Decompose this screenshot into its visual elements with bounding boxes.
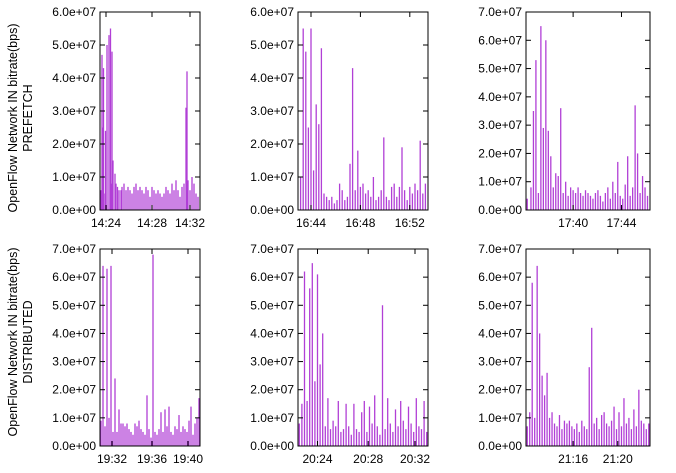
- x-tick-label: 19:36: [137, 452, 167, 466]
- y-tick-label: 7.0e+07: [250, 242, 294, 256]
- y-tick-label: 3.0e+07: [250, 355, 294, 369]
- y-tick-label: 2.0e+07: [478, 383, 522, 397]
- y-tick-label: 1.0e+07: [52, 411, 96, 425]
- row-label-distributed-line2: DISTRIBUTED: [21, 300, 35, 383]
- x-tick-label: 16:44: [296, 216, 326, 230]
- y-tick-label: 3.0e+07: [52, 104, 96, 118]
- y-tick-label: 0.0e+00: [478, 203, 522, 217]
- x-tick-label: 20:28: [353, 452, 383, 466]
- x-tick-label: 19:40: [173, 452, 203, 466]
- y-tick-label: 7.0e+07: [478, 242, 522, 256]
- x-tick-label: 19:32: [97, 452, 127, 466]
- y-tick-label: 4.0e+07: [52, 71, 96, 85]
- y-tick-label: 0.0e+00: [250, 439, 294, 453]
- chart-panel-4: 0.0e+00 1.0e+07 2.0e+07 3.0e+07 4.0e+07 5.0e+…: [250, 242, 430, 466]
- y-tick-label: 5.0e+07: [250, 38, 294, 52]
- y-tick-label: 1.0e+07: [52, 170, 96, 184]
- chart-panel-0: 0.0e+00 1.0e+07 2.0e+07 3.0e+07 4.0e+07 5.0e+…: [52, 5, 205, 230]
- row-label-prefetch-line2: PREFETCH: [21, 84, 35, 151]
- plot-frame: [297, 248, 429, 447]
- row-label-distributed-line1: OpenFlow Network IN bitrate(bps): [6, 248, 20, 437]
- x-tick-label: 21:20: [603, 452, 633, 466]
- x-tick-label: 14:24: [91, 216, 121, 230]
- y-tick-label: 6.0e+07: [52, 270, 96, 284]
- x-tick-label: 17:44: [606, 216, 636, 230]
- plot-frame: [99, 248, 201, 447]
- y-tick-label: 2.0e+07: [52, 137, 96, 151]
- y-tick-label: 4.0e+07: [52, 326, 96, 340]
- chart-panel-5: 0.0e+00 1.0e+07 2.0e+07 3.0e+07 4.0e+07 5.0e+…: [478, 242, 651, 466]
- x-tick-label: 14:32: [175, 216, 205, 230]
- y-tick-label: 1.0e+07: [478, 175, 522, 189]
- plot-frame: [525, 11, 651, 211]
- y-tick-label: 5.0e+07: [52, 38, 96, 52]
- y-tick-label: 4.0e+07: [478, 326, 522, 340]
- y-tick-label: 2.0e+07: [250, 383, 294, 397]
- y-tick-label: 4.0e+07: [250, 326, 294, 340]
- row-label-distributed: OpenFlow Network IN bitrate(bps) DISTRIB…: [6, 248, 35, 437]
- y-tick-label: 0.0e+00: [478, 439, 522, 453]
- y-tick-label: 5.0e+07: [250, 298, 294, 312]
- y-tick-label: 6.0e+07: [250, 270, 294, 284]
- x-tick-label: 17:40: [558, 216, 588, 230]
- y-tick-label: 1.0e+07: [250, 170, 294, 184]
- y-tick-label: 1.0e+07: [250, 411, 294, 425]
- row-label-prefetch: OpenFlow Network IN bitrate(bps) PREFETC…: [6, 24, 35, 213]
- y-tick-label: 0.0e+00: [250, 203, 294, 217]
- y-tick-label: 4.0e+07: [478, 90, 522, 104]
- y-tick-label: 5.0e+07: [478, 62, 522, 76]
- x-tick-label: 14:28: [137, 216, 167, 230]
- x-tick-label: 16:48: [345, 216, 375, 230]
- y-tick-label: 0.0e+00: [52, 439, 96, 453]
- x-tick-label: 20:32: [400, 452, 430, 466]
- chart-panel-1: 0.0e+00 1.0e+07 2.0e+07 3.0e+07 4.0e+07 5.0e+…: [250, 5, 429, 230]
- chart-panel-2: 0.0e+00 1.0e+07 2.0e+07 3.0e+07 4.0e+07 5.0e+…: [478, 5, 651, 230]
- y-tick-label: 5.0e+07: [52, 298, 96, 312]
- y-tick-label: 5.0e+07: [478, 298, 522, 312]
- y-tick-label: 7.0e+07: [52, 242, 96, 256]
- x-tick-label: 16:52: [395, 216, 425, 230]
- y-tick-label: 0.0e+00: [52, 203, 96, 217]
- y-tick-label: 6.0e+07: [478, 33, 522, 47]
- y-tick-label: 2.0e+07: [52, 383, 96, 397]
- y-tick-label: 3.0e+07: [478, 355, 522, 369]
- y-tick-label: 2.0e+07: [250, 137, 294, 151]
- y-tick-label: 3.0e+07: [52, 355, 96, 369]
- y-tick-label: 3.0e+07: [478, 118, 522, 132]
- y-tick-label: 2.0e+07: [478, 146, 522, 160]
- y-tick-label: 6.0e+07: [52, 5, 96, 19]
- y-tick-label: 6.0e+07: [250, 5, 294, 19]
- chart-panel-3: 0.0e+00 1.0e+07 2.0e+07 3.0e+07 4.0e+07 5.0e+…: [52, 242, 203, 466]
- x-tick-label: 20:24: [302, 452, 332, 466]
- y-tick-label: 3.0e+07: [250, 104, 294, 118]
- y-tick-label: 1.0e+07: [478, 411, 522, 425]
- y-tick-label: 4.0e+07: [250, 71, 294, 85]
- chart-panels: 0.0e+00 1.0e+07 2.0e+07 3.0e+07 4.0e+07 5.0e+…: [52, 5, 651, 466]
- row-label-prefetch-line1: OpenFlow Network IN bitrate(bps): [6, 24, 20, 213]
- plot-frame: [297, 11, 429, 211]
- plot-frame: [525, 248, 651, 447]
- y-tick-label: 6.0e+07: [478, 270, 522, 284]
- x-tick-label: 21:16: [558, 452, 588, 466]
- y-tick-label: 7.0e+07: [478, 5, 522, 19]
